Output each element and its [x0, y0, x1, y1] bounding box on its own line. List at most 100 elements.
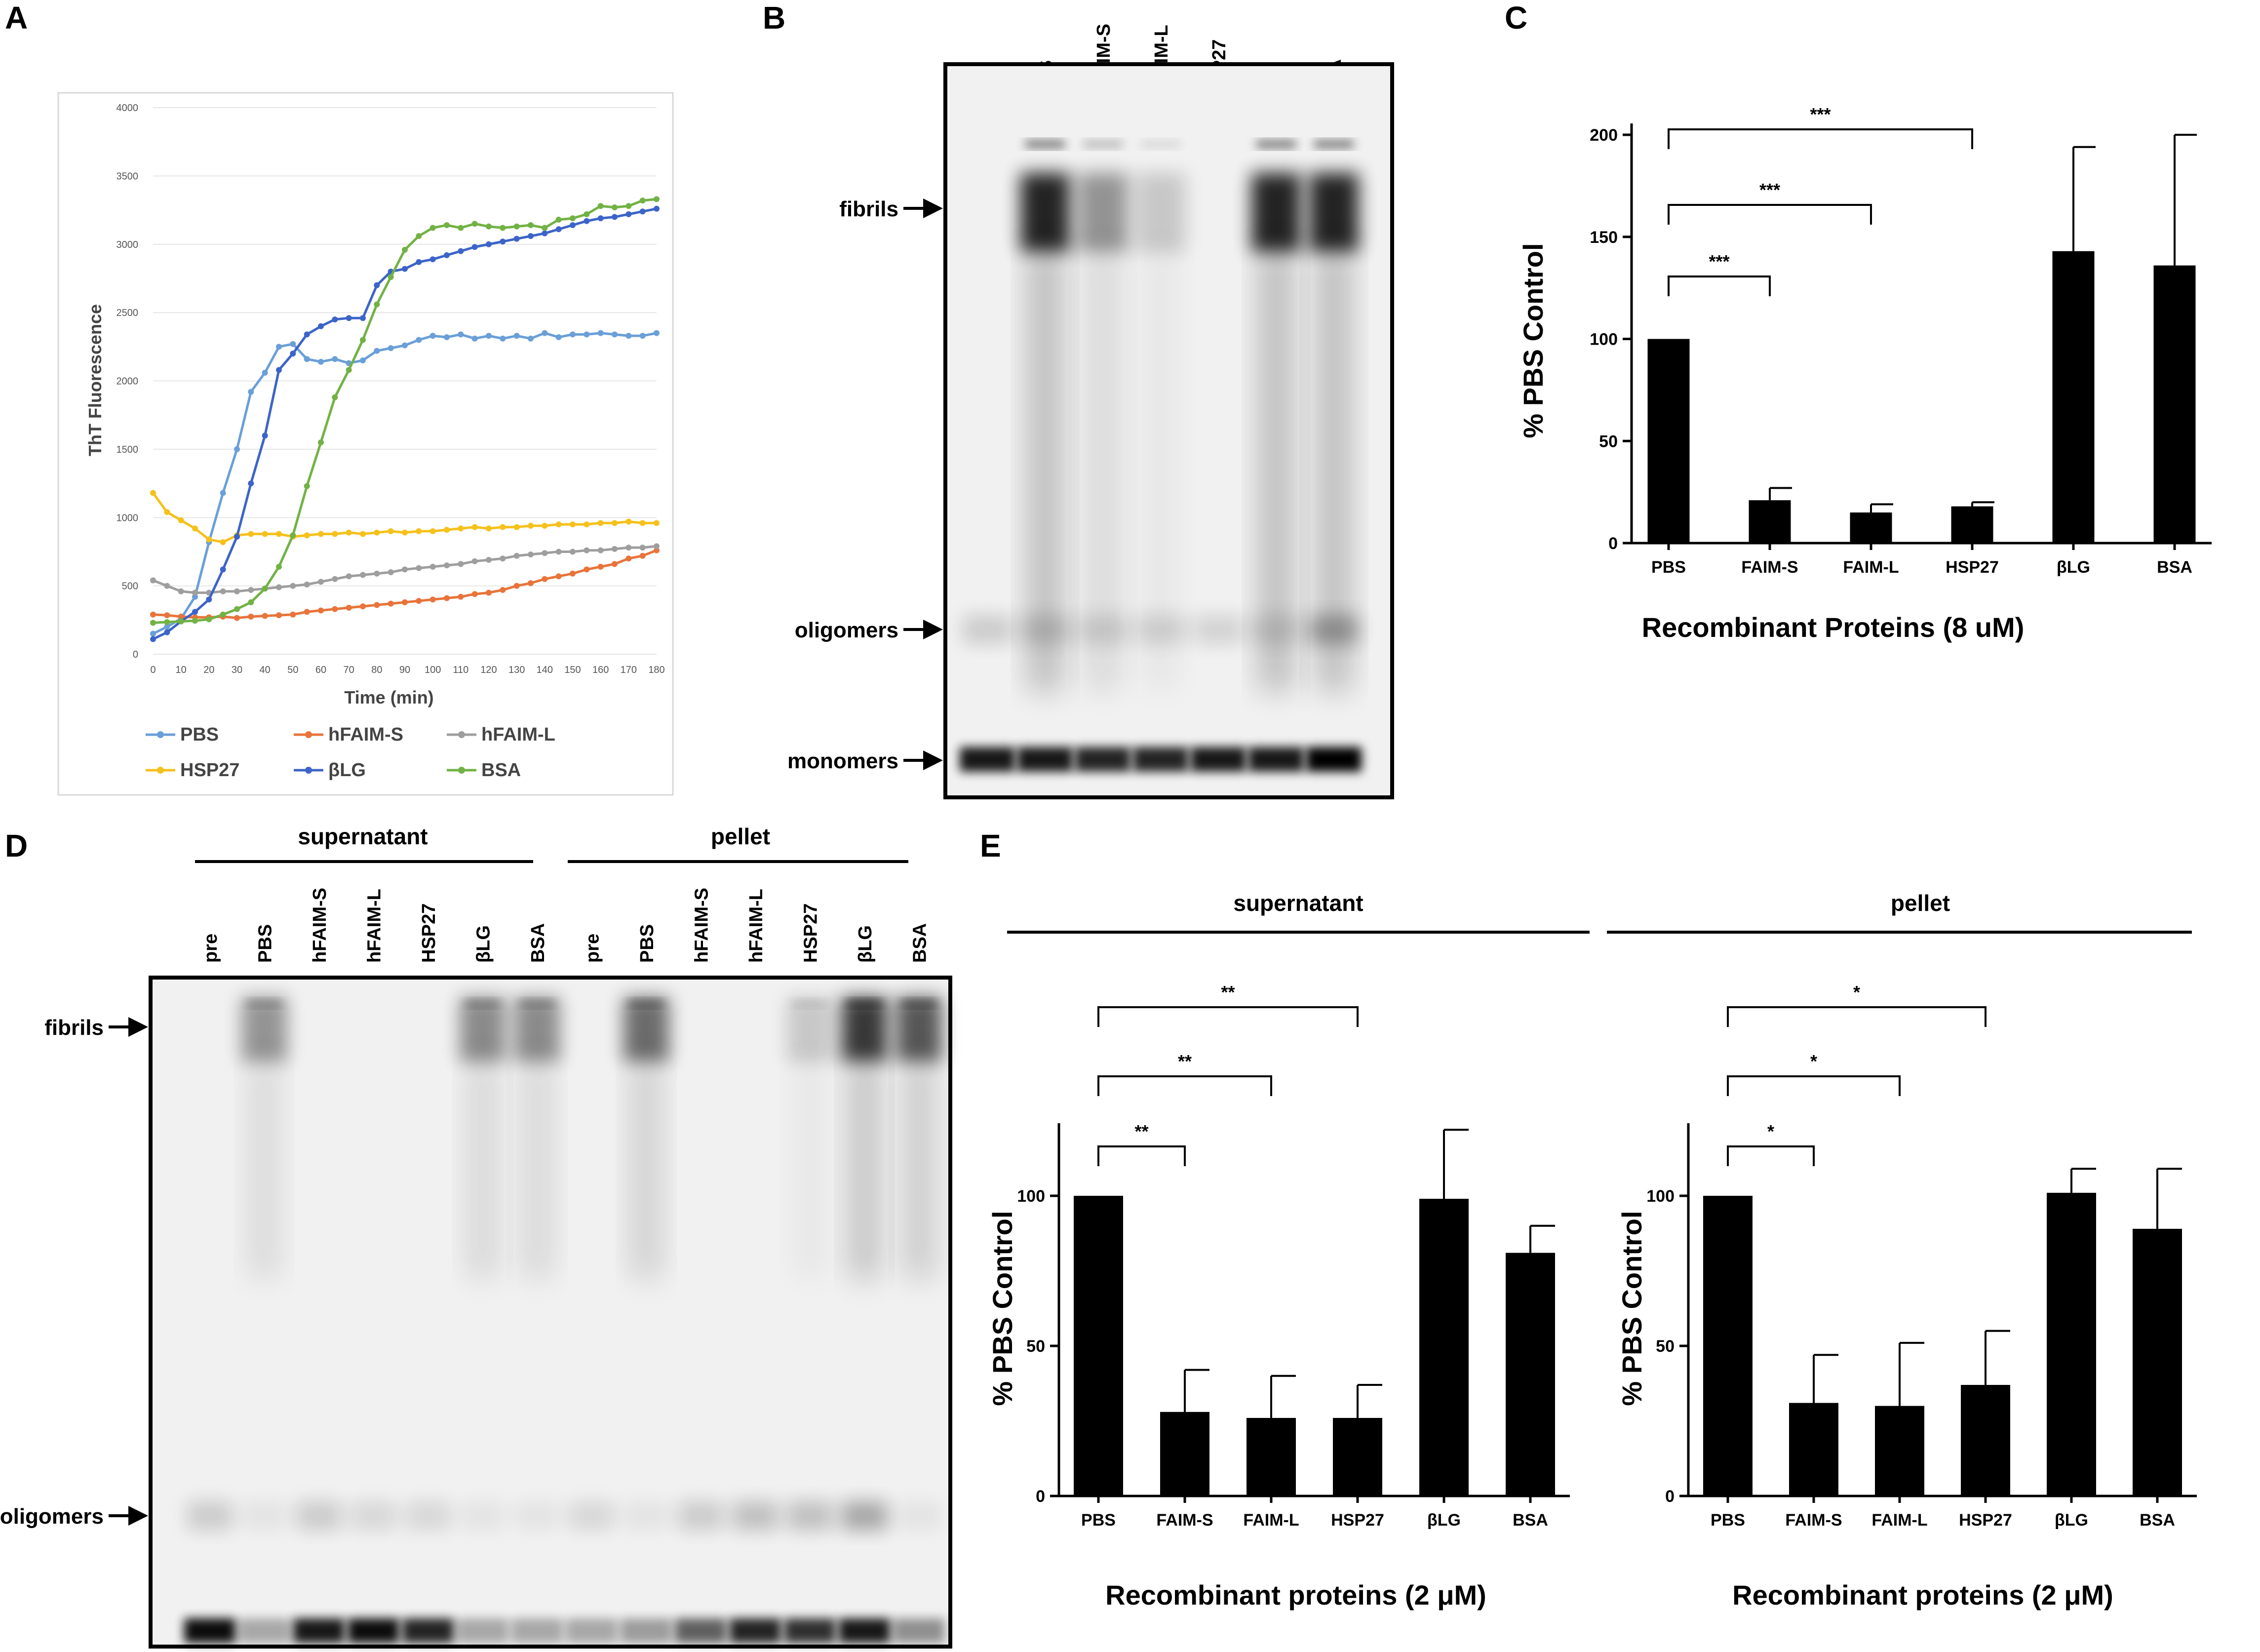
band-smear	[467, 1057, 498, 1279]
data-point	[332, 531, 338, 537]
y-tick-label: 50	[1656, 1337, 1675, 1356]
data-point	[458, 248, 464, 254]
legend-label: HSP27	[180, 760, 239, 781]
data-point	[528, 222, 534, 229]
band-smear	[794, 1057, 825, 1279]
data-point	[612, 520, 618, 526]
significance-bracket: *	[1727, 982, 1987, 1027]
legend-item-hFAIM-L: hFAIM-L	[447, 724, 555, 745]
monomer-band	[893, 1618, 945, 1643]
x-tick-label: 110	[453, 665, 468, 675]
lane-label: βLG	[473, 925, 494, 963]
data-point	[555, 216, 562, 223]
data-point	[654, 330, 660, 336]
data-point	[192, 618, 198, 624]
data-point	[150, 636, 156, 642]
data-point	[164, 612, 170, 619]
bar-HSP27	[1951, 506, 1993, 543]
legend-item-PBS: PBS	[146, 724, 219, 745]
marker-oligomers: oligomers	[0, 1504, 148, 1529]
bracket-line	[1097, 1006, 1359, 1027]
data-point	[318, 607, 324, 614]
band-core	[514, 997, 560, 1062]
legend-item-hFAIM-S: hFAIM-S	[294, 724, 403, 745]
bar-FAIM-S	[1749, 500, 1791, 543]
significance-bracket: *	[1727, 1051, 1901, 1096]
y-axis-title-supernatant: % PBS Control	[987, 1211, 1018, 1406]
monomer-band	[1017, 747, 1073, 772]
data-point	[276, 584, 282, 590]
data-point	[444, 334, 450, 340]
well-band	[847, 1000, 882, 1007]
data-point	[206, 536, 212, 543]
band-core	[1309, 173, 1359, 252]
data-point	[542, 230, 548, 236]
band-core	[623, 997, 669, 1062]
legend-marker	[305, 767, 312, 774]
band-core	[460, 997, 506, 1062]
data-point	[471, 244, 478, 250]
data-point	[625, 555, 632, 562]
data-point	[542, 576, 548, 582]
band-core	[787, 997, 833, 1062]
data-point	[555, 549, 562, 555]
oligomer-band	[1309, 615, 1359, 644]
well-band	[628, 1000, 664, 1007]
data-point	[402, 566, 408, 573]
bracket-line	[1668, 204, 1872, 225]
data-point	[500, 225, 506, 231]
data-point	[528, 522, 534, 529]
data-point	[150, 630, 156, 637]
legend-marker	[157, 731, 164, 738]
lane-label: hFAIM-S	[692, 888, 712, 963]
significance-bracket: *	[1727, 1121, 1815, 1166]
data-point	[625, 518, 632, 525]
data-point	[318, 358, 324, 365]
significance-label: ***	[1759, 180, 1780, 200]
data-point	[542, 330, 548, 336]
lane-label: pre	[200, 934, 221, 963]
significance-bracket: ***	[1668, 180, 1872, 225]
data-point	[542, 550, 548, 556]
y-tick-label: 100	[1646, 1187, 1675, 1206]
well-band	[519, 1000, 555, 1007]
data-point	[290, 351, 296, 357]
bracket-line	[1727, 1006, 1987, 1027]
y-tick-label: 0	[133, 649, 138, 660]
y-tick-label: 500	[122, 581, 138, 592]
panel-label-c: C	[1505, 0, 1527, 36]
data-point	[192, 525, 198, 532]
data-point	[150, 490, 156, 496]
band-core	[1136, 173, 1185, 252]
data-point	[318, 531, 324, 537]
band-core	[1020, 173, 1070, 252]
data-point	[528, 233, 534, 239]
x-axis-title: Recombinant Proteins (8 uM)	[1642, 612, 2025, 643]
lane-label: PBS	[637, 924, 658, 963]
significance-bracket: **	[1097, 982, 1359, 1027]
data-point	[304, 532, 310, 539]
x-tick-label: 90	[399, 665, 410, 675]
data-point	[471, 591, 478, 597]
bar-HSP27	[1961, 1385, 2010, 1496]
data-point	[276, 344, 282, 350]
x-tick-label: HSP27	[1331, 1511, 1384, 1530]
data-point	[584, 331, 590, 338]
data-point	[429, 563, 436, 570]
data-point	[416, 337, 422, 343]
data-point	[597, 547, 604, 553]
data-point	[332, 606, 338, 612]
legend-label: PBS	[180, 724, 219, 745]
oligomer-band	[187, 1501, 233, 1531]
y-tick-label: 1500	[117, 444, 139, 455]
data-point	[346, 573, 352, 580]
marker-label: fibrils	[839, 197, 898, 221]
marker-arrow-head	[923, 620, 943, 639]
monomer-band	[730, 1618, 781, 1643]
fibril-band	[896, 997, 942, 1279]
bracket-line	[1727, 1075, 1901, 1096]
y-tick-label: 200	[1590, 126, 1618, 145]
data-point	[654, 543, 660, 550]
y-tick-label: 2000	[117, 376, 139, 387]
data-point	[388, 274, 394, 280]
